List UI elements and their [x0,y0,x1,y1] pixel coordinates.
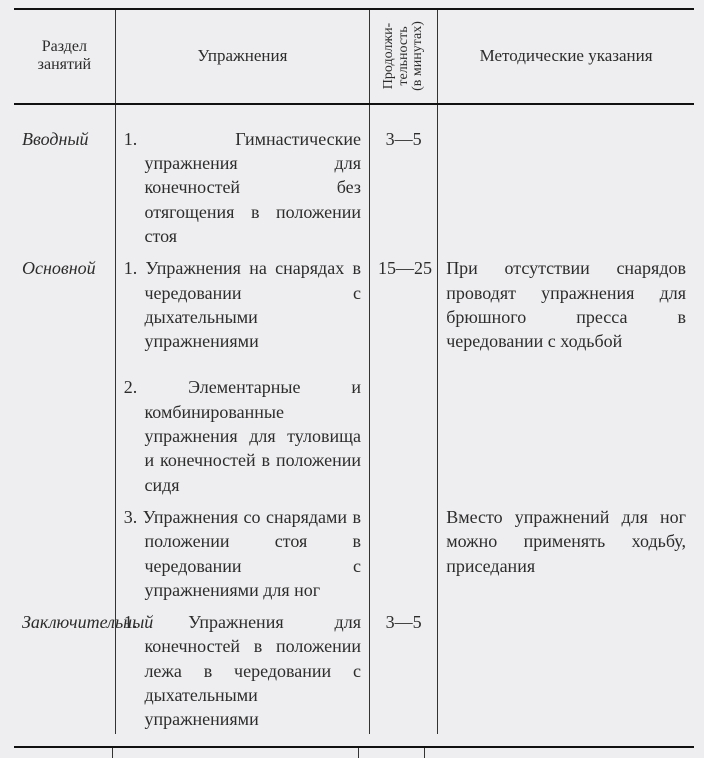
cell-note [438,104,694,250]
rule-tick [112,748,113,758]
cell-duration [369,369,437,498]
cell-note [438,369,694,498]
spacer [14,355,694,369]
col-header-notes-label: Методические указания [480,46,653,65]
cell-exercise: 1. Гимнастические упражнения для конечно… [115,104,369,250]
cell-note: Вместо упражнений для ног можно применят… [438,499,694,604]
exercise-text: 1. Упражнения на снарядах в чередовании … [124,256,361,353]
cell-note: При отсутствии снарядов проводят упражне… [438,250,694,355]
cell-exercise: 2. Элементарные и комбинированные упражн… [115,369,369,498]
table-body: Вводный 1. Гимнастические упражнения для… [14,104,694,734]
col-header-notes: Методические указания [438,9,694,104]
rule-tick [424,748,425,758]
col-header-section: Раздел занятий [14,9,115,104]
exercise-text: 1. Упражнения для конечностей в положени… [124,610,361,731]
cell-duration [369,499,437,604]
exercise-table: Раздел занятий Упражнения Продолжи- тель… [14,8,694,734]
col-header-exercises: Упражнения [115,9,369,104]
cell-duration: 15—25 [369,250,437,355]
exercise-text: 1. Гимнастические упражнения для конечно… [124,127,361,248]
cell-exercise: 3. Упражнения со снарядами в положении с… [115,499,369,604]
cell-section: Основной [14,250,115,355]
table-row: 2. Элементарные и комбинированные упражн… [14,369,694,498]
bottom-rule [14,746,694,748]
cell-section: Вводный [14,104,115,250]
table-row: 3. Упражнения со снарядами в положении с… [14,499,694,604]
col-header-duration-l3: (в минутах) [411,0,426,116]
cell-section [14,369,115,498]
col-header-duration-l2: тельность [396,0,411,116]
col-header-duration: Продолжи- тельность (в минутах) [369,9,437,104]
exercise-text: 3. Упражнения со снарядами в положении с… [124,505,361,602]
col-header-duration-l1: Продолжи- [382,0,397,116]
page: Раздел занятий Упражнения Продолжи- тель… [0,0,704,669]
col-header-duration-rotated: Продолжи- тельность (в минутах) [382,0,426,116]
col-header-section-label: Раздел занятий [20,38,109,75]
table-header-row: Раздел занятий Упражнения Продолжи- тель… [14,9,694,104]
cell-section [14,499,115,604]
col-header-exercises-label: Упражнения [197,46,287,65]
table-row: Основной 1. Упражнения на снарядах в чер… [14,250,694,355]
cell-exercise: 1. Упражнения на снарядах в чередовании … [115,250,369,355]
cell-duration: 3—5 [369,104,437,250]
rule-tick [358,748,359,758]
table-row: Вводный 1. Гимнастические упражнения для… [14,104,694,250]
exercise-text: 2. Элементарные и комбинированные упражн… [124,375,361,496]
